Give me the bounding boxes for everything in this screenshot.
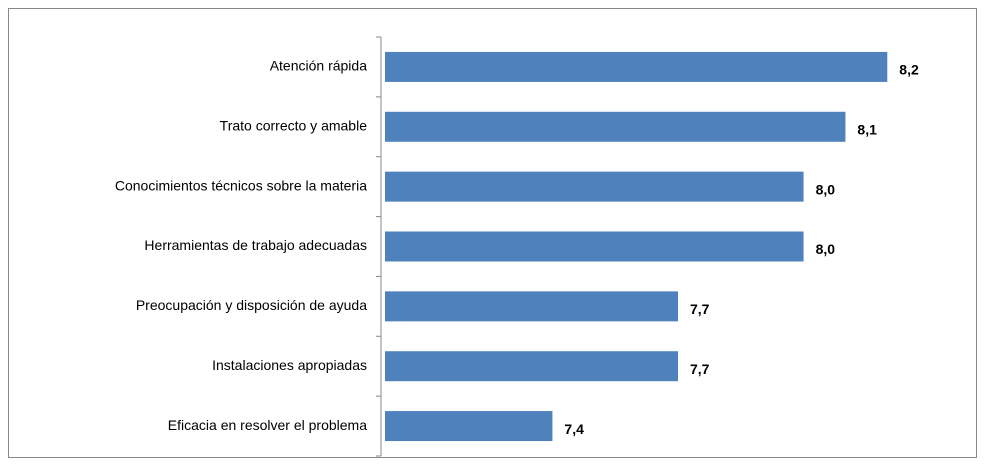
value-label: 8,0	[816, 241, 836, 257]
category-label: Instalaciones apropiadas	[212, 357, 367, 373]
bar	[385, 111, 846, 142]
chart-border	[8, 8, 977, 458]
value-label: 7,7	[690, 301, 710, 317]
bar	[385, 351, 678, 382]
bar	[385, 231, 804, 262]
category-label: Atención rápida	[270, 58, 368, 74]
category-label: Preocupación y disposición de ayuda	[136, 297, 367, 313]
bar	[385, 291, 678, 322]
category-label: Eficacia en resolver el problema	[168, 417, 367, 433]
value-label: 7,4	[564, 421, 584, 437]
bar	[385, 51, 888, 82]
value-label: 8,2	[899, 62, 919, 78]
value-label: 7,7	[690, 361, 710, 377]
category-label: Conocimientos técnicos sobre la materia	[115, 177, 367, 193]
bar	[385, 171, 804, 202]
value-label: 8,1	[857, 121, 877, 137]
category-label: Trato correcto y amable	[220, 117, 368, 133]
value-label: 8,0	[816, 181, 836, 197]
category-label: Herramientas de trabajo adecuadas	[144, 237, 367, 253]
bar	[385, 411, 553, 442]
